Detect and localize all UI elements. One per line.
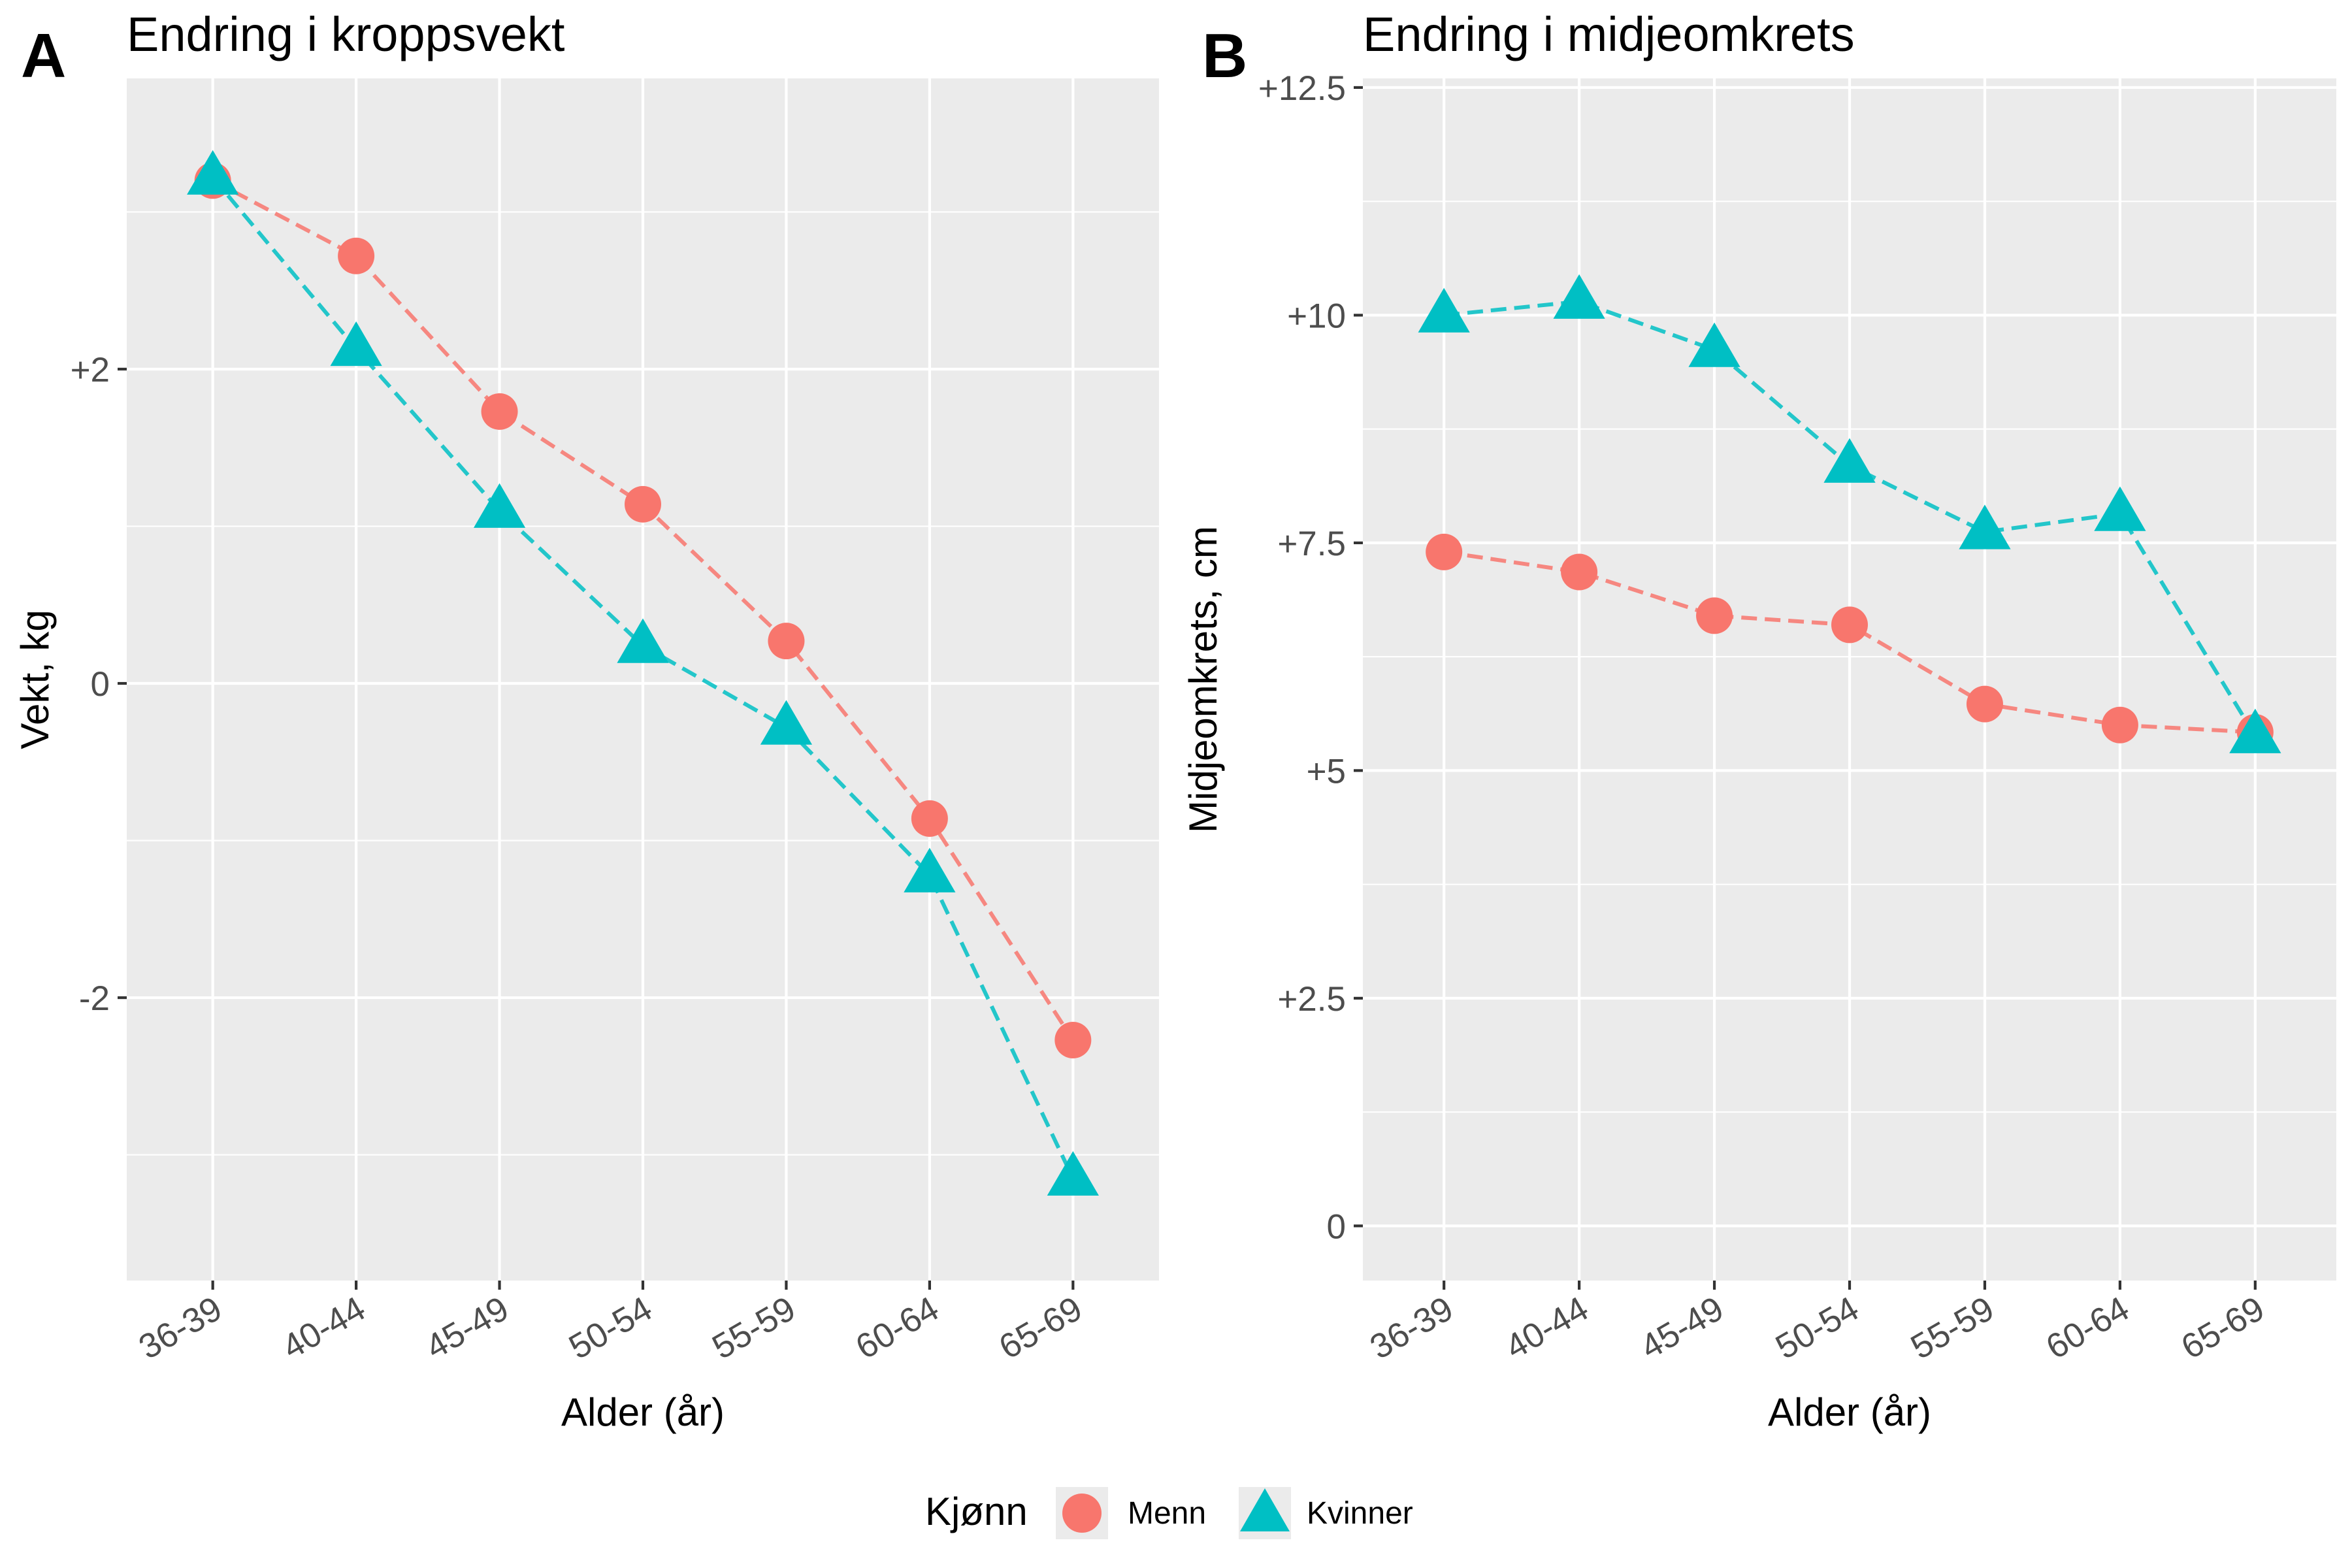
panel-b-x-tick-label: 55-59 (1904, 1289, 2001, 1367)
panel-a-x-tick-label: 36-39 (133, 1289, 229, 1367)
panel-a-x-tick-label: 55-59 (706, 1289, 802, 1367)
panel-b-x-tick-label: 45-49 (1634, 1289, 1730, 1367)
panel-a-point-menn (1054, 1022, 1092, 1058)
panel-a-weight-chart: A Endring i kroppsvekt 36-39 40-44 45-49 50… (13, 7, 1159, 1434)
panel-a-x-axis-title: Alder (år) (561, 1390, 725, 1434)
panel-a-data-points (187, 150, 1099, 1196)
panel-a-point-kvinner (760, 700, 813, 745)
legend-circle-icon (1062, 1494, 1102, 1533)
legend-triangle-icon (1240, 1488, 1290, 1531)
legend: Kjønn Menn Kvinner (925, 1487, 1413, 1539)
legend-label-kvinner: Kvinner (1307, 1496, 1413, 1531)
panel-b-x-tick-label: 50-54 (1769, 1289, 1865, 1367)
panel-b-y-tick-label: 0 (1327, 1207, 1346, 1246)
panel-b-point-kvinner (2094, 486, 2146, 531)
panel-b-data-points (1418, 274, 2281, 753)
panel-b-y-tick-label: +7.5 (1277, 525, 1346, 563)
panel-b-axis-ticks (1354, 86, 2257, 1290)
panel-b-point-menn (1561, 553, 1598, 591)
panel-b-point-menn (1831, 606, 1868, 644)
panel-a-axis-ticks (118, 367, 1075, 1290)
panel-b-y-tick-label: +12.5 (1258, 69, 1346, 108)
panel-b-point-menn (1426, 533, 1463, 570)
panel-b-y-tick-label: +2.5 (1277, 980, 1346, 1019)
panel-a-point-kvinner (904, 847, 956, 892)
panel-b-point-menn (2101, 706, 2138, 743)
panel-a-point-kvinner (473, 483, 526, 528)
panel-b-gridlines (1363, 78, 2336, 1281)
panel-a-point-menn (625, 485, 661, 523)
panel-b-point-kvinner (1688, 322, 1740, 367)
panel-a-point-kvinner (1047, 1151, 1099, 1196)
panel-b-x-axis-title: Alder (år) (1768, 1390, 1931, 1434)
panel-a-point-menn (338, 237, 375, 274)
panel-b-y-tick-labels: 0 +2.5 +5 +7.5 +10 +12.5 (1258, 69, 1346, 1246)
panel-b-x-tick-labels: 36-39 40-44 45-49 50-54 55-59 60-64 65-69 (1364, 1289, 2271, 1367)
panel-a-x-tick-label: 60-64 (849, 1289, 945, 1367)
panel-b-point-kvinner (1823, 438, 1876, 483)
panel-b-tag: B (1202, 21, 1247, 91)
panel-a-y-tick-labels: -2 0 +2 (71, 351, 110, 1018)
panel-b-title: Endring i midjeomkrets (1363, 7, 1855, 61)
panel-b-y-axis-title: Midjeomkrets, cm (1181, 526, 1225, 833)
panel-b-point-kvinner (1959, 504, 2011, 549)
panel-a-point-menn (911, 800, 948, 837)
panel-a-x-tick-label: 40-44 (276, 1289, 372, 1367)
panel-a-y-tick-label: -2 (79, 979, 110, 1018)
panel-a-x-tick-label: 45-49 (419, 1289, 515, 1367)
panel-a-point-menn (768, 623, 805, 660)
panel-b-point-menn (1696, 597, 1733, 634)
panel-b-y-tick-label: +5 (1307, 752, 1346, 791)
panel-a-tag: A (21, 21, 66, 91)
panel-a-gridlines (127, 78, 1159, 1281)
panel-b-point-kvinner (1553, 274, 1605, 319)
panel-b-point-kvinner (1418, 287, 1470, 333)
panel-a-x-tick-label: 50-54 (563, 1289, 659, 1367)
legend-label-menn: Menn (1128, 1496, 1206, 1531)
panel-a-y-axis-title: Vekt, kg (13, 610, 57, 749)
panel-a-x-tick-labels: 36-39 40-44 45-49 50-54 55-59 60-64 65-69 (133, 1289, 1089, 1367)
panel-b-y-tick-label: +10 (1287, 297, 1346, 335)
panel-a-point-kvinner (617, 618, 669, 663)
panel-a-x-tick-label: 65-69 (992, 1289, 1088, 1367)
panel-a-y-tick-label: 0 (91, 665, 110, 704)
panel-b-x-tick-label: 36-39 (1364, 1289, 1460, 1367)
panel-b-x-tick-label: 60-64 (2040, 1289, 2136, 1367)
panel-b-waist-chart: B Endring i midjeomkrets 36-39 40-44 45-49… (1181, 7, 2336, 1434)
panel-b-x-tick-label: 40-44 (1499, 1289, 1595, 1367)
legend-title: Kjønn (925, 1490, 1028, 1533)
panel-a-y-tick-label: +2 (71, 351, 110, 389)
panel-a-title: Endring i kroppsvekt (127, 7, 565, 61)
panel-a-point-kvinner (187, 150, 239, 195)
panel-a-point-kvinner (330, 321, 382, 367)
panel-b-point-menn (1966, 685, 2003, 723)
panel-b-point-kvinner (2229, 708, 2281, 753)
panel-b-x-tick-label: 65-69 (2175, 1289, 2271, 1367)
panel-a-point-menn (481, 393, 518, 430)
